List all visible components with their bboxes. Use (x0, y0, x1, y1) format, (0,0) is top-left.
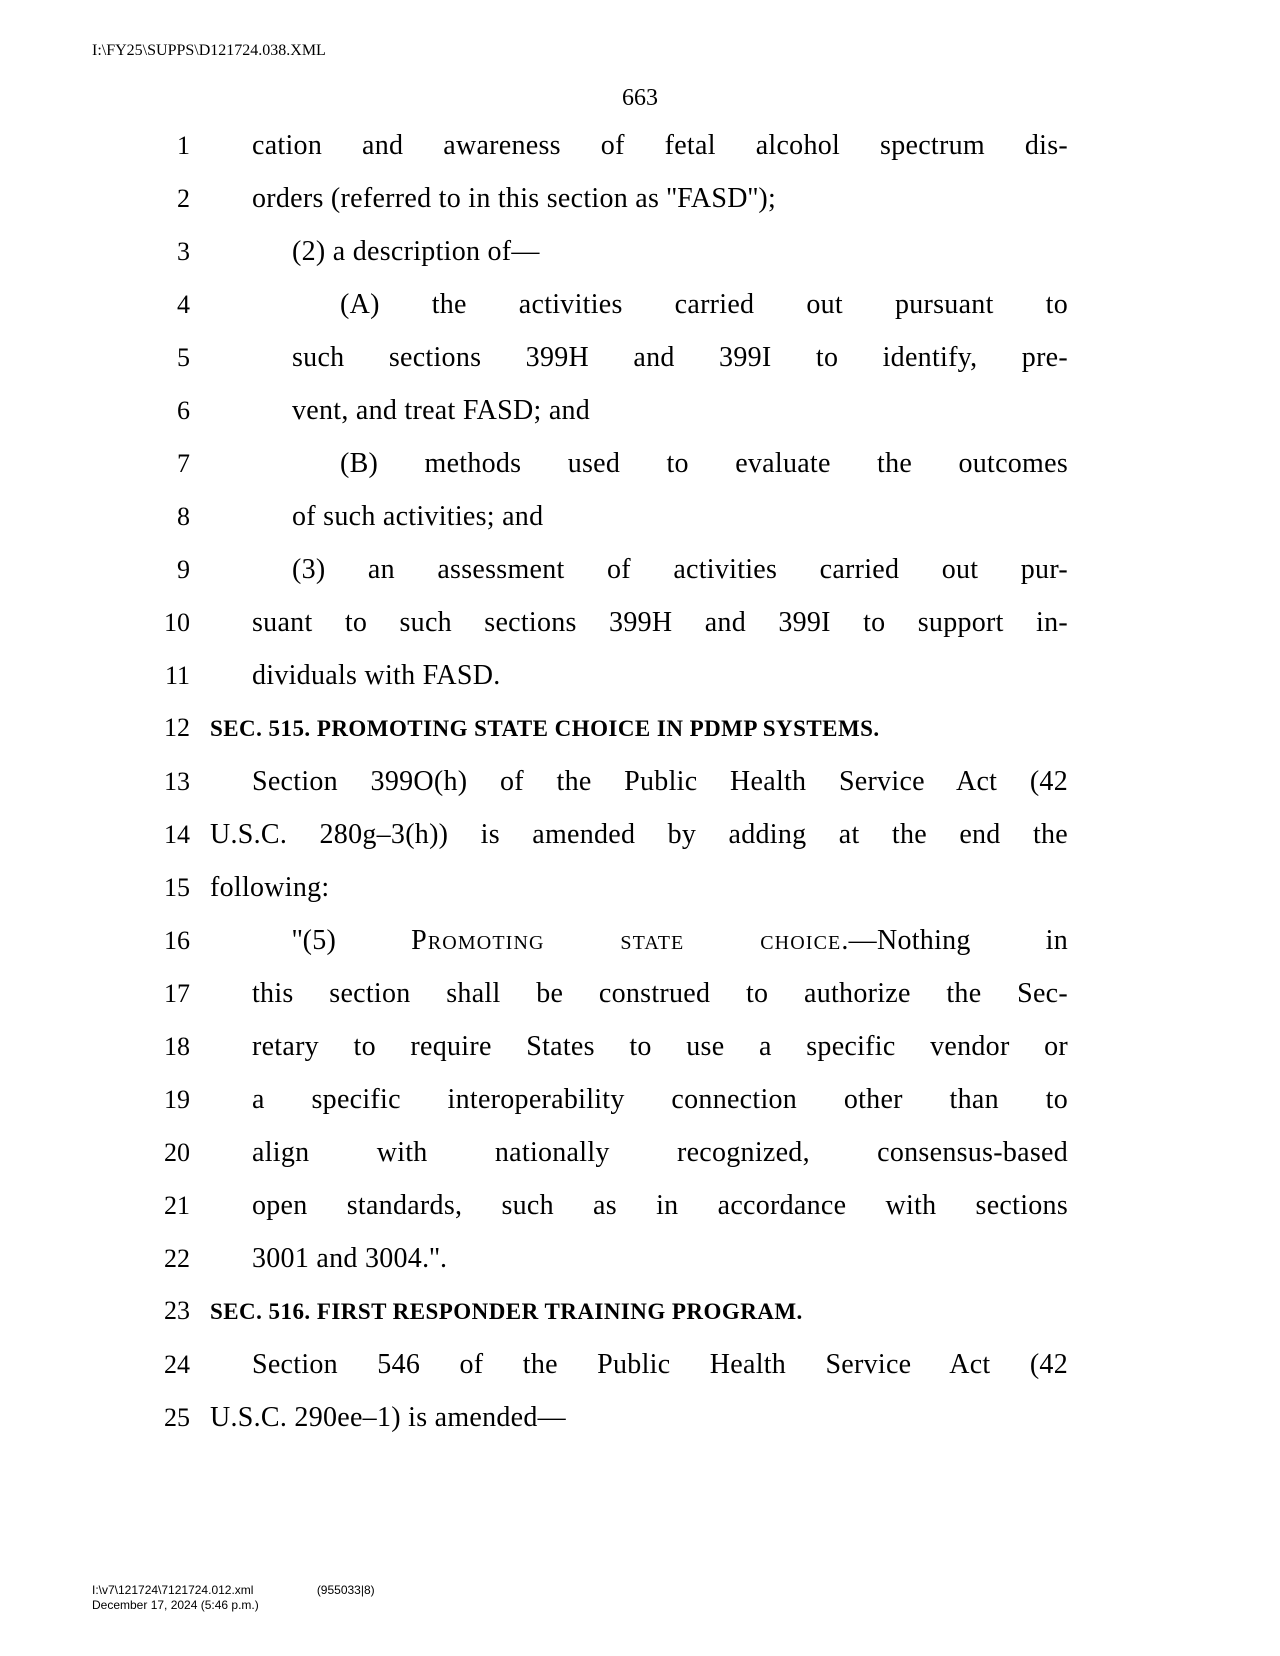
line-text: suant to such sections 399H and 399I to … (210, 607, 1068, 639)
line-number: 5 (148, 343, 210, 373)
bill-line: 4(A) the activities carried out pursuant… (148, 289, 1068, 342)
bill-line: 7(B) methods used to evaluate the outcom… (148, 448, 1068, 501)
line-text: (2) a description of— (210, 236, 1068, 268)
line-text: open standards, such as in accordance wi… (210, 1190, 1068, 1222)
line-number: 17 (148, 979, 210, 1009)
bill-line: 5such sections 399H and 399I to identify… (148, 342, 1068, 395)
footer: I:\v7\121724\7121724.012.xml (955033|8) … (92, 1583, 375, 1614)
line-text: dividuals with FASD. (210, 660, 1068, 692)
line-text: (B) methods used to evaluate the outcome… (210, 448, 1068, 480)
line-number: 24 (148, 1350, 210, 1380)
line-number: 14 (148, 820, 210, 850)
bill-line: 1cation and awareness of fetal alcohol s… (148, 130, 1068, 183)
line-text: Section 546 of the Public Health Service… (210, 1349, 1068, 1381)
bill-line: 15following: (148, 872, 1068, 925)
bill-line: 11dividuals with FASD. (148, 660, 1068, 713)
line-text: ''(5) Promoting state choice.—Nothing in (210, 925, 1068, 957)
line-text: cation and awareness of fetal alcohol sp… (210, 130, 1068, 162)
bill-line: 19a specific interoperability connection… (148, 1084, 1068, 1137)
bill-line: 2orders (referred to in this section as … (148, 183, 1068, 236)
bill-line: 25U.S.C. 290ee–1) is amended— (148, 1402, 1068, 1455)
line-text: following: (210, 872, 1068, 904)
footer-path: I:\v7\121724\7121724.012.xml (92, 1583, 253, 1597)
line-number: 12 (148, 713, 210, 743)
line-number: 1 (148, 131, 210, 161)
line-text: (A) the activities carried out pursuant … (210, 289, 1068, 321)
line-number: 19 (148, 1085, 210, 1115)
bill-line: 14U.S.C. 280g–3(h)) is amended by adding… (148, 819, 1068, 872)
line-number: 22 (148, 1244, 210, 1274)
line-number: 4 (148, 290, 210, 320)
line-text: of such activities; and (210, 501, 1068, 533)
line-text: (3) an assessment of activities carried … (210, 554, 1068, 586)
line-text: a specific interoperability connection o… (210, 1084, 1068, 1116)
header-file-path: I:\FY25\SUPPS\D121724.038.XML (92, 42, 326, 60)
line-text: this section shall be construed to autho… (210, 978, 1068, 1010)
line-number: 23 (148, 1296, 210, 1326)
footer-date: December 17, 2024 (5:46 p.m.) (92, 1598, 375, 1614)
line-text: such sections 399H and 399I to identify,… (210, 342, 1068, 374)
line-text: vent, and treat FASD; and (210, 395, 1068, 427)
page-number: 663 (622, 85, 658, 112)
bill-line: 24Section 546 of the Public Health Servi… (148, 1349, 1068, 1402)
line-text: SEC. 515. PROMOTING STATE CHOICE IN PDMP… (210, 716, 1068, 742)
line-number: 9 (148, 555, 210, 585)
footer-code: (955033|8) (317, 1583, 375, 1597)
bill-line: 10suant to such sections 399H and 399I t… (148, 607, 1068, 660)
line-text: 3001 and 3004.''. (210, 1243, 1068, 1275)
bill-line: 12SEC. 515. PROMOTING STATE CHOICE IN PD… (148, 713, 1068, 766)
line-text: align with nationally recognized, consen… (210, 1137, 1068, 1169)
line-number: 21 (148, 1191, 210, 1221)
line-number: 20 (148, 1138, 210, 1168)
line-number: 13 (148, 767, 210, 797)
line-number: 7 (148, 449, 210, 479)
bill-line: 3(2) a description of— (148, 236, 1068, 289)
bill-line: 13Section 399O(h) of the Public Health S… (148, 766, 1068, 819)
line-number: 2 (148, 184, 210, 214)
bill-line: 21open standards, such as in accordance … (148, 1190, 1068, 1243)
line-number: 18 (148, 1032, 210, 1062)
bill-line: 18retary to require States to use a spec… (148, 1031, 1068, 1084)
line-text: orders (referred to in this section as '… (210, 183, 1068, 215)
line-number: 6 (148, 396, 210, 426)
line-number: 25 (148, 1403, 210, 1433)
bill-line: 9(3) an assessment of activities carried… (148, 554, 1068, 607)
bill-line: 8of such activities; and (148, 501, 1068, 554)
bill-text-content: 1cation and awareness of fetal alcohol s… (148, 130, 1068, 1455)
line-number: 8 (148, 502, 210, 532)
bill-line: 20align with nationally recognized, cons… (148, 1137, 1068, 1190)
line-text: U.S.C. 280g–3(h)) is amended by adding a… (210, 819, 1068, 851)
line-number: 3 (148, 237, 210, 267)
line-number: 10 (148, 608, 210, 638)
line-text: SEC. 516. FIRST RESPONDER TRAINING PROGR… (210, 1299, 1068, 1325)
line-number: 16 (148, 926, 210, 956)
bill-line: 17this section shall be construed to aut… (148, 978, 1068, 1031)
bill-line: 16''(5) Promoting state choice.—Nothing … (148, 925, 1068, 978)
line-number: 11 (148, 661, 210, 691)
line-text: retary to require States to use a specif… (210, 1031, 1068, 1063)
line-text: U.S.C. 290ee–1) is amended— (210, 1402, 1068, 1434)
bill-line: 23SEC. 516. FIRST RESPONDER TRAINING PRO… (148, 1296, 1068, 1349)
bill-line: 223001 and 3004.''. (148, 1243, 1068, 1296)
bill-line: 6vent, and treat FASD; and (148, 395, 1068, 448)
line-text: Section 399O(h) of the Public Health Ser… (210, 766, 1068, 798)
line-number: 15 (148, 873, 210, 903)
